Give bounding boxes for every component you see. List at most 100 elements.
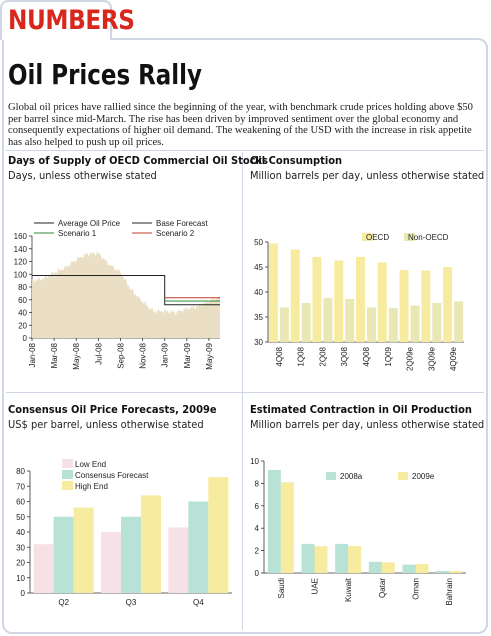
x-tick-label: Bahrain <box>445 578 454 606</box>
chart-title: Oil Consumption <box>250 154 343 167</box>
y-tick-label: 160 <box>14 232 28 241</box>
legend-label: 2009e <box>412 472 435 481</box>
y-tick-label: 8 <box>255 479 260 488</box>
bar-2009e <box>348 546 362 573</box>
series-line-base-forecast <box>32 275 220 306</box>
y-tick-label: 30 <box>16 543 25 552</box>
vertical-divider <box>242 152 243 630</box>
legend-label: 2008a <box>340 472 363 481</box>
chart-title: Estimated Contraction in Oil Production <box>250 403 472 416</box>
bar-2009e <box>449 570 463 573</box>
y-tick-label: 4 <box>255 524 260 533</box>
x-tick-label: Mar-09 <box>183 342 192 368</box>
y-tick-label: 20 <box>16 559 25 568</box>
bar-2008a <box>436 570 450 573</box>
bar-low-end <box>33 544 54 593</box>
x-tick-label: Kuwait <box>344 577 353 602</box>
intro-paragraph: Global oil prices have rallied since the… <box>8 102 473 148</box>
x-tick-label: Jan-08 <box>28 342 37 367</box>
chart-subtitle: Days, unless otherwise stated <box>8 169 157 182</box>
x-tick-label: 4Q08 <box>362 346 371 366</box>
bar-2009e <box>381 562 395 573</box>
y-tick-label: 30 <box>254 338 263 347</box>
chart-title: Days of Supply of OECD Commercial Oil St… <box>8 154 268 167</box>
y-tick-label: 45 <box>254 263 263 272</box>
x-tick-label: Jul-08 <box>94 342 103 364</box>
bar-2009e <box>314 546 328 573</box>
legend-label: Scenario 1 <box>58 229 97 238</box>
page-title: Oil Prices Rally <box>8 58 202 91</box>
bar-non-oecd <box>410 305 420 342</box>
chart-subtitle: Million barrels per day, unless otherwis… <box>250 169 485 182</box>
bar-non-oecd <box>454 301 464 342</box>
legend-swatch <box>362 233 373 241</box>
supply-chart: Days of Supply of OECD Commercial Oil St… <box>8 154 268 384</box>
bar-oecd <box>268 243 278 342</box>
y-tick-label: 50 <box>254 238 263 247</box>
chart-title: Consensus Oil Price Forecasts, 2009e <box>8 403 217 416</box>
bar-non-oecd <box>345 299 355 342</box>
consumption-chart: Oil Consumption Million barrels per day,… <box>250 154 485 384</box>
bar-high-end <box>208 477 229 593</box>
bar-non-oecd <box>279 307 289 342</box>
bar-non-oecd <box>388 308 398 342</box>
bar-low-end <box>168 527 189 593</box>
contraction-chart: Estimated Contraction in Oil Production … <box>250 403 484 628</box>
bar-consensus-forecast <box>188 501 209 593</box>
bar-oecd <box>443 267 453 342</box>
legend-label: High End <box>75 482 108 491</box>
x-tick-label: 4Q09e <box>449 346 458 371</box>
x-tick-label: May-08 <box>72 342 81 369</box>
bar-consensus-forecast <box>53 516 74 593</box>
y-tick-label: 50 <box>16 513 25 522</box>
section-label: NUMBERS <box>8 5 135 36</box>
legend-label: Scenario 2 <box>156 229 195 238</box>
x-tick-label: 2Q08 <box>318 346 327 366</box>
bar-non-oecd <box>301 303 311 342</box>
bar-non-oecd <box>432 303 442 342</box>
legend-label: Consensus Forecast <box>75 471 149 480</box>
y-tick-label: 40 <box>254 288 263 297</box>
x-tick-label: Jan-09 <box>161 342 170 367</box>
horizontal-divider <box>6 392 484 393</box>
y-tick-label: 6 <box>255 502 260 511</box>
legend-label: Average Oil Price <box>58 219 121 228</box>
bar-consensus-forecast <box>121 516 141 593</box>
x-tick-label: Q3 <box>126 598 137 607</box>
y-tick-label: 60 <box>18 296 27 305</box>
legend-label: Low End <box>75 460 106 469</box>
legend-swatch <box>62 470 73 479</box>
y-tick-label: 0 <box>23 334 28 343</box>
bar-oecd <box>399 270 409 342</box>
x-tick-label: 3Q09e <box>427 346 436 371</box>
bar-oecd <box>377 262 387 342</box>
x-tick-label: UAE <box>311 578 320 594</box>
average-oil-price-area <box>32 251 220 338</box>
bar-2008a <box>368 561 382 573</box>
y-tick-label: 2 <box>255 547 260 556</box>
legend-swatch <box>62 459 73 468</box>
y-tick-label: 120 <box>14 258 28 267</box>
x-tick-label: Mar-08 <box>50 342 59 368</box>
supply-plot: 0 20 40 60 80 100 120 140 160 Jan-08 Mar-08 May-08 J… <box>14 219 220 370</box>
legend-swatch <box>404 233 415 241</box>
x-tick-label: Saudi <box>277 578 286 599</box>
y-tick-label: 70 <box>16 482 25 491</box>
forecasts-plot: 0 10 20 30 40 50 60 70 80 Q2 Q3 Q4 Low End Consensus … <box>16 459 232 607</box>
x-tick-label: 1Q08 <box>297 346 306 366</box>
bar-high-end <box>141 495 161 593</box>
section-tab: NUMBERS <box>0 0 135 40</box>
x-tick-label: 3Q08 <box>340 346 349 366</box>
y-tick-label: 80 <box>16 467 25 476</box>
bar-oecd <box>312 257 322 342</box>
x-tick-label: Qatar <box>378 578 387 598</box>
bar-non-oecd <box>323 298 333 342</box>
x-tick-label: Sep-08 <box>116 342 125 368</box>
y-tick-label: 0 <box>255 569 260 578</box>
bar-2008a <box>301 543 315 573</box>
y-tick-label: 40 <box>18 309 27 318</box>
y-tick-label: 10 <box>250 457 259 466</box>
legend-label: Base Forecast <box>156 219 208 228</box>
y-tick-label: 140 <box>14 245 28 254</box>
contraction-plot: 0 2 4 6 8 10 Saudi UAE Kuwait Qatar Oman Bahrain 200… <box>250 457 466 606</box>
